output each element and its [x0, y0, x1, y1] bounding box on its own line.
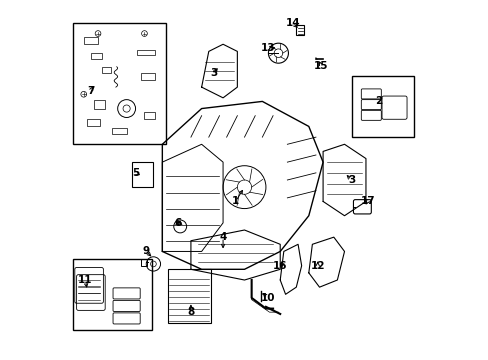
Bar	[83, 37, 98, 44]
Text: 12: 12	[310, 261, 325, 271]
Text: 6: 6	[174, 218, 182, 228]
Bar	[141, 73, 155, 80]
Text: 3: 3	[347, 175, 355, 185]
Text: 1: 1	[231, 197, 239, 206]
Bar	[73, 23, 165, 144]
Text: 11: 11	[78, 275, 93, 285]
Text: 8: 8	[187, 307, 194, 317]
Bar	[102, 67, 110, 73]
Text: 15: 15	[313, 61, 328, 71]
Bar	[94, 100, 105, 109]
Text: 3: 3	[210, 68, 217, 78]
Text: 4: 4	[219, 232, 226, 242]
Bar	[141, 259, 147, 266]
Bar	[87, 119, 100, 126]
Bar	[112, 128, 126, 134]
Bar	[132, 162, 153, 187]
Text: 5: 5	[132, 168, 139, 178]
Text: 9: 9	[142, 247, 149, 256]
Text: 13: 13	[260, 43, 274, 53]
Bar	[351, 76, 413, 137]
Bar	[73, 258, 151, 330]
Text: 2: 2	[374, 96, 381, 107]
Text: 17: 17	[360, 197, 374, 206]
Text: 16: 16	[272, 261, 287, 271]
Bar	[91, 53, 102, 59]
Bar	[296, 24, 304, 35]
Text: 10: 10	[260, 293, 274, 303]
Bar	[167, 269, 210, 323]
Bar	[144, 112, 155, 119]
Text: 14: 14	[285, 18, 300, 28]
Text: 7: 7	[87, 86, 94, 96]
Bar	[137, 50, 155, 55]
